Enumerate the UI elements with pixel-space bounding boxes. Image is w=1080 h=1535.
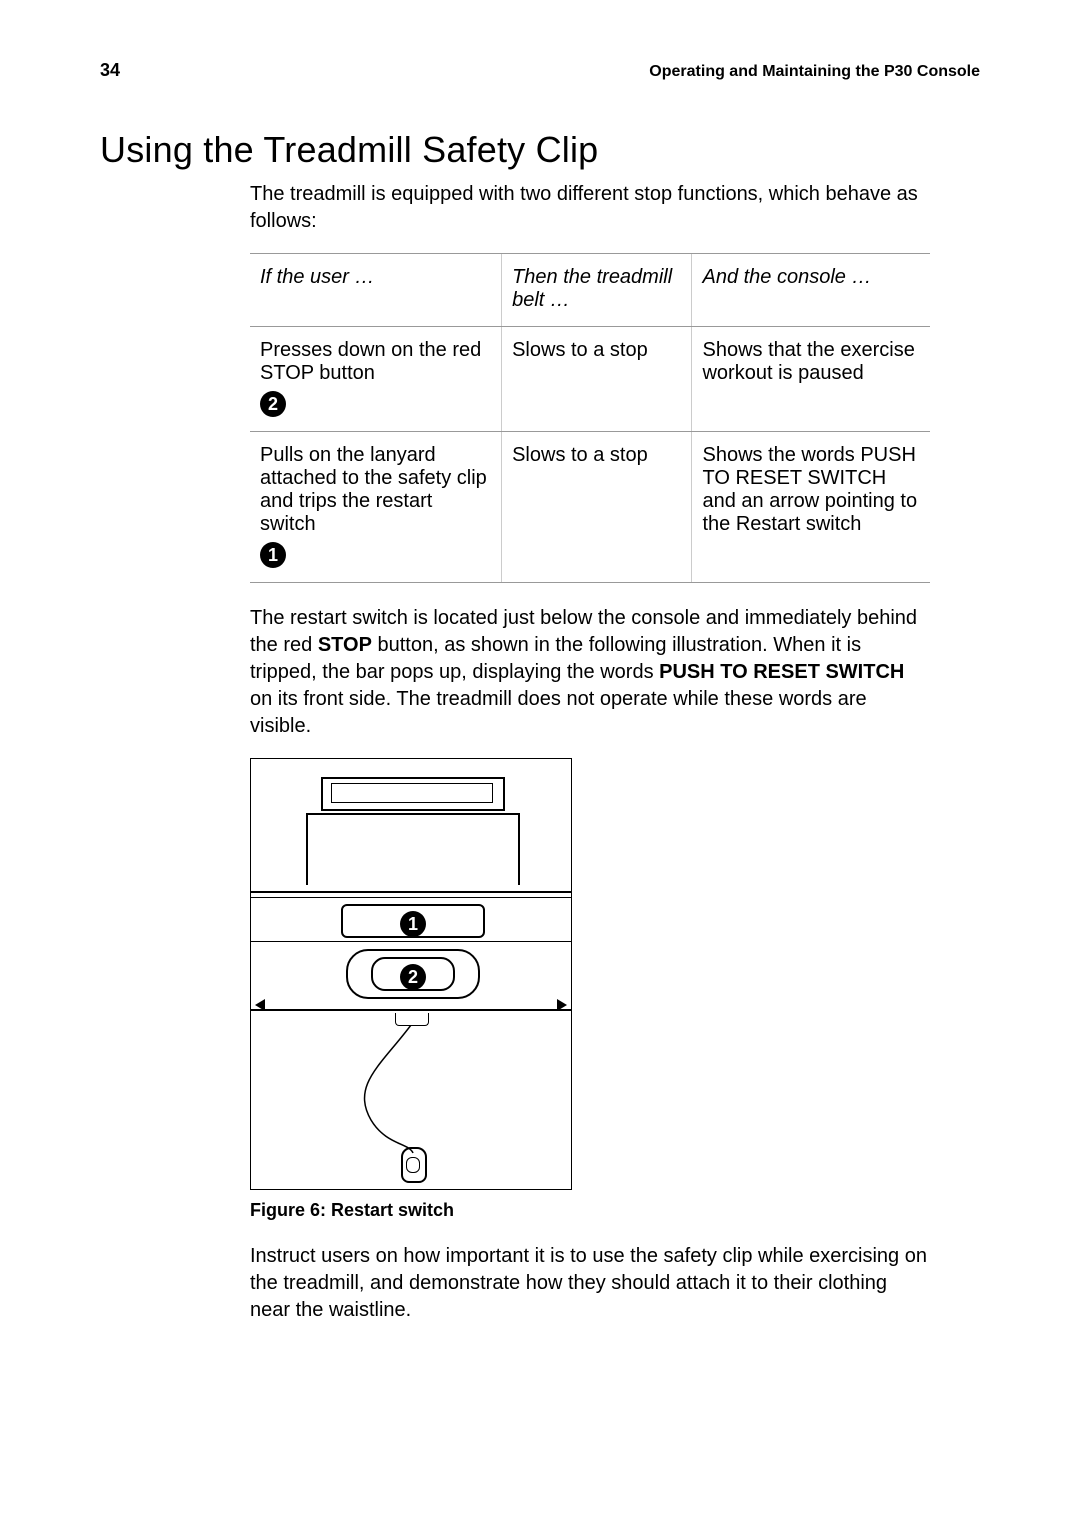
panel-line-icon bbox=[251, 897, 571, 898]
closing-paragraph: Instruct users on how important it is to… bbox=[250, 1243, 930, 1324]
bold-push-to-reset: PUSH TO RESET SWITCH bbox=[659, 661, 904, 683]
bold-stop: STOP bbox=[318, 634, 372, 656]
table-header-row: If the user … Then the treadmill belt … … bbox=[250, 254, 930, 327]
table-cell-console: Shows that the exercise workout is pause… bbox=[692, 327, 930, 432]
page: 34 Operating and Maintaining the P30 Con… bbox=[0, 0, 1080, 1535]
stop-button-outer-icon: 2 bbox=[346, 949, 480, 999]
safety-clip-inner-icon bbox=[406, 1157, 420, 1173]
running-header: 34 Operating and Maintaining the P30 Con… bbox=[100, 60, 980, 81]
section-title: Using the Treadmill Safety Clip bbox=[100, 129, 980, 171]
page-number: 34 bbox=[100, 60, 120, 81]
callout-badge-2-icon: 2 bbox=[260, 391, 286, 417]
body-column: The treadmill is equipped with two diffe… bbox=[250, 181, 930, 1324]
stop-button-inner-icon: 2 bbox=[371, 957, 455, 991]
callout-badge-1-icon: 1 bbox=[260, 542, 286, 568]
restart-switch-paragraph: The restart switch is located just below… bbox=[250, 605, 930, 740]
intro-paragraph: The treadmill is equipped with two diffe… bbox=[250, 181, 930, 235]
table-cell-text: Presses down on the red STOP button bbox=[260, 339, 481, 384]
reset-bar-icon: 1 bbox=[341, 904, 485, 938]
arrow-right-icon bbox=[557, 999, 567, 1011]
table-cell-console: Shows the words PUSH TO RESET SWITCH and… bbox=[692, 432, 930, 583]
figure-caption: Figure 6: Restart switch bbox=[250, 1200, 930, 1221]
table-header-user: If the user … bbox=[250, 254, 502, 327]
figure-restart-switch: 1 2 bbox=[250, 758, 572, 1190]
stop-functions-table: If the user … Then the treadmill belt … … bbox=[250, 253, 930, 583]
callout-badge-1-icon: 1 bbox=[400, 911, 426, 937]
table-cell-belt: Slows to a stop bbox=[502, 432, 692, 583]
panel-line-icon bbox=[251, 891, 571, 893]
table-cell-belt: Slows to a stop bbox=[502, 327, 692, 432]
table-row: Pulls on the lanyard attached to the saf… bbox=[250, 432, 930, 583]
console-body-icon bbox=[306, 813, 520, 885]
deck-line-icon bbox=[251, 1009, 571, 1011]
table-header-belt: Then the treadmill belt … bbox=[502, 254, 692, 327]
table-header-console: And the console … bbox=[692, 254, 930, 327]
table-cell-text: Pulls on the lanyard attached to the saf… bbox=[260, 444, 487, 535]
table-row: Presses down on the red STOP button 2 Sl… bbox=[250, 327, 930, 432]
console-screen-icon bbox=[331, 783, 493, 803]
text-fragment: on its front side. The treadmill does no… bbox=[250, 688, 867, 737]
table-cell-user: Presses down on the red STOP button 2 bbox=[250, 327, 502, 432]
running-head-title: Operating and Maintaining the P30 Consol… bbox=[649, 63, 980, 81]
callout-badge-2-icon: 2 bbox=[400, 964, 426, 990]
table-cell-user: Pulls on the lanyard attached to the saf… bbox=[250, 432, 502, 583]
panel-line-icon bbox=[251, 941, 571, 942]
